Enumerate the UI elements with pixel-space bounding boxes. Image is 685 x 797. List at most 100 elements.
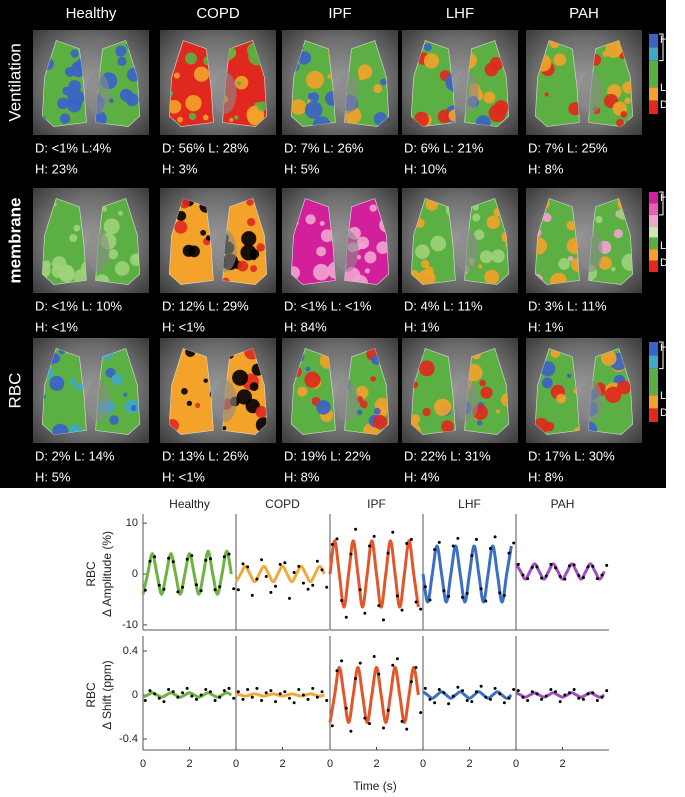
data-point (498, 692, 502, 696)
patch (472, 213, 481, 222)
row-label: membrane (5, 198, 24, 284)
heart (455, 72, 479, 114)
data-point (395, 657, 399, 661)
patch (423, 43, 432, 52)
patch (114, 261, 130, 276)
patch (108, 249, 119, 260)
patch (601, 350, 617, 366)
data-point (368, 544, 372, 548)
stat-text: H: 1% (404, 319, 440, 334)
data-point (540, 697, 544, 701)
colorbar-segment (649, 342, 658, 356)
data-point (521, 573, 525, 577)
patch (249, 382, 259, 391)
stat-text: D: 7% L: 26% (284, 140, 364, 155)
panel-title: IPF (367, 497, 386, 511)
patch (411, 414, 421, 425)
patch (256, 243, 265, 252)
patch (111, 373, 123, 386)
data-point (171, 560, 175, 564)
colorbar-segment (649, 355, 658, 369)
heart (335, 230, 359, 272)
fit-line (421, 544, 513, 604)
patch (115, 45, 127, 57)
heart (455, 230, 479, 272)
column-title: COPD (196, 5, 240, 22)
data-point (340, 659, 344, 663)
data-point (591, 691, 595, 695)
patch (373, 407, 381, 415)
data-point (605, 689, 609, 693)
data-point (400, 719, 404, 723)
patch (316, 246, 327, 257)
colorbar-segment (649, 408, 658, 422)
data-point (567, 564, 571, 568)
colorbar-label: D (660, 99, 668, 111)
colorbar-segment (649, 34, 658, 48)
patch (202, 114, 209, 121)
data-point (409, 680, 413, 684)
data-point (414, 666, 418, 669)
data-point (227, 686, 231, 690)
data-point (311, 583, 315, 587)
patch (62, 86, 72, 96)
data-point (301, 693, 305, 697)
data-point (530, 565, 534, 569)
data-point (554, 690, 558, 694)
x-tick-label: 0 (327, 758, 333, 770)
patch (568, 256, 574, 262)
patch (69, 233, 78, 243)
stat-text: H: 84% (284, 319, 327, 334)
data-point (600, 695, 604, 699)
lung (168, 348, 214, 435)
colorbar-segment (649, 74, 658, 88)
patch (542, 213, 552, 223)
data-point (507, 696, 511, 700)
data-point (194, 697, 198, 701)
data-point (447, 702, 451, 706)
panel-title: PAH (551, 497, 575, 511)
data-point (171, 690, 175, 694)
colorbar-segment (649, 382, 658, 396)
data-point (148, 559, 152, 563)
patch (595, 215, 603, 224)
colorbar-bracket (659, 33, 664, 62)
y-axis-label: RBC (84, 682, 98, 708)
data-point (250, 695, 254, 699)
patch (437, 109, 452, 124)
data-point (470, 700, 474, 704)
data-point (391, 663, 395, 667)
patch (355, 385, 369, 399)
data-point (335, 669, 339, 673)
patch (558, 258, 571, 270)
data-point (586, 565, 590, 569)
patch (119, 88, 133, 102)
colorbar-segment (649, 203, 658, 215)
y-tick-label: -0.4 (119, 733, 138, 745)
data-point (227, 552, 231, 556)
data-point (595, 577, 599, 581)
data-point (600, 573, 604, 577)
data-point (461, 595, 465, 599)
patch (177, 116, 183, 123)
patch (556, 393, 567, 404)
patch (306, 70, 324, 89)
stat-text: H: 8% (528, 469, 564, 484)
patch (182, 244, 195, 257)
patch (305, 214, 316, 225)
patch (222, 426, 227, 431)
stat-text: H: <1% (162, 319, 205, 334)
x-tick-label: 0 (420, 758, 426, 770)
data-point (484, 695, 488, 699)
data-point (544, 574, 548, 578)
heart (579, 380, 603, 422)
data-point (199, 693, 203, 697)
heart (213, 72, 237, 114)
data-point (292, 570, 296, 574)
data-point (218, 695, 222, 699)
colorbar-segment (649, 260, 658, 272)
fit-line (328, 539, 420, 609)
patch (380, 78, 387, 86)
patch (174, 220, 188, 234)
patch (247, 217, 256, 227)
